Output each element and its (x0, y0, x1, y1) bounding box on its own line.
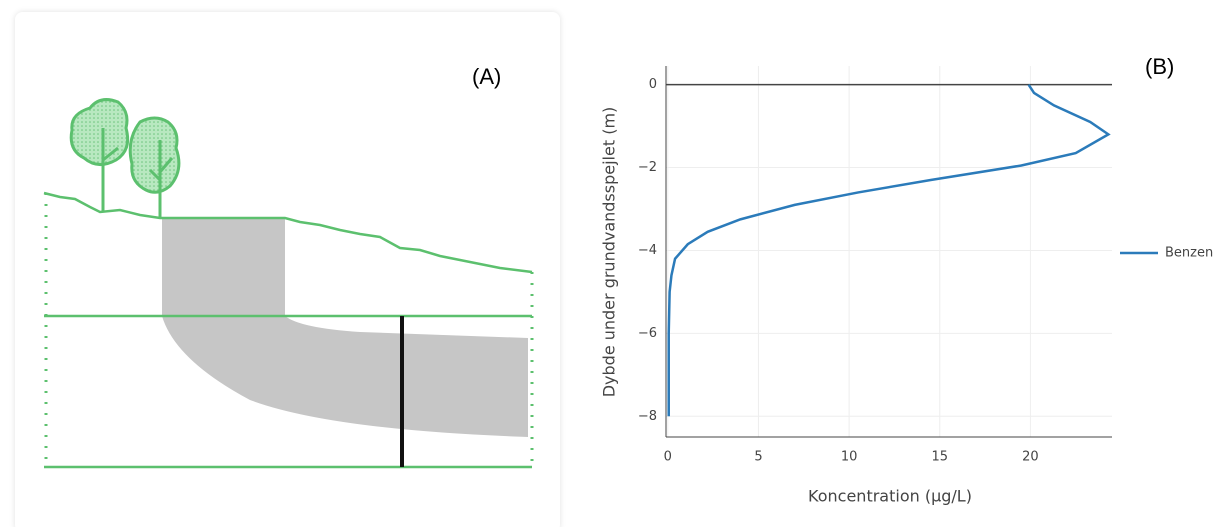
plume (162, 218, 528, 437)
y-tick-label: 0 (649, 77, 657, 92)
legend-label: Benzen (1165, 246, 1213, 261)
trunk (101, 128, 174, 218)
x-axis-title: Koncentration (µg/L) (808, 487, 972, 506)
x-tick-label: 5 (754, 450, 762, 465)
card (15, 12, 560, 531)
y-tick-label: −6 (638, 326, 657, 341)
x-tick-label: 10 (841, 450, 858, 465)
x-tick-label: 20 (1022, 450, 1039, 465)
plot: 0 5 10 15 20 0 −2 −4 −6 −8 Benzen (638, 66, 1213, 465)
x-tick-label: 15 (931, 450, 948, 465)
tree (69, 98, 130, 166)
series-line (667, 83, 1111, 417)
diagram: (A) (15, 12, 560, 531)
panel-label: (A) (472, 64, 501, 89)
y-tick-label: −8 (638, 409, 657, 424)
y-tick-label: −2 (638, 160, 657, 175)
tree (128, 116, 181, 194)
x-tick-label: 0 (664, 450, 672, 465)
ground-line (43, 191, 533, 274)
y-tick-label: −4 (638, 243, 657, 258)
y-axis-title: Dybde under grundvandsspejlet (m) (600, 107, 619, 398)
panel-label: (B) (1145, 54, 1174, 79)
